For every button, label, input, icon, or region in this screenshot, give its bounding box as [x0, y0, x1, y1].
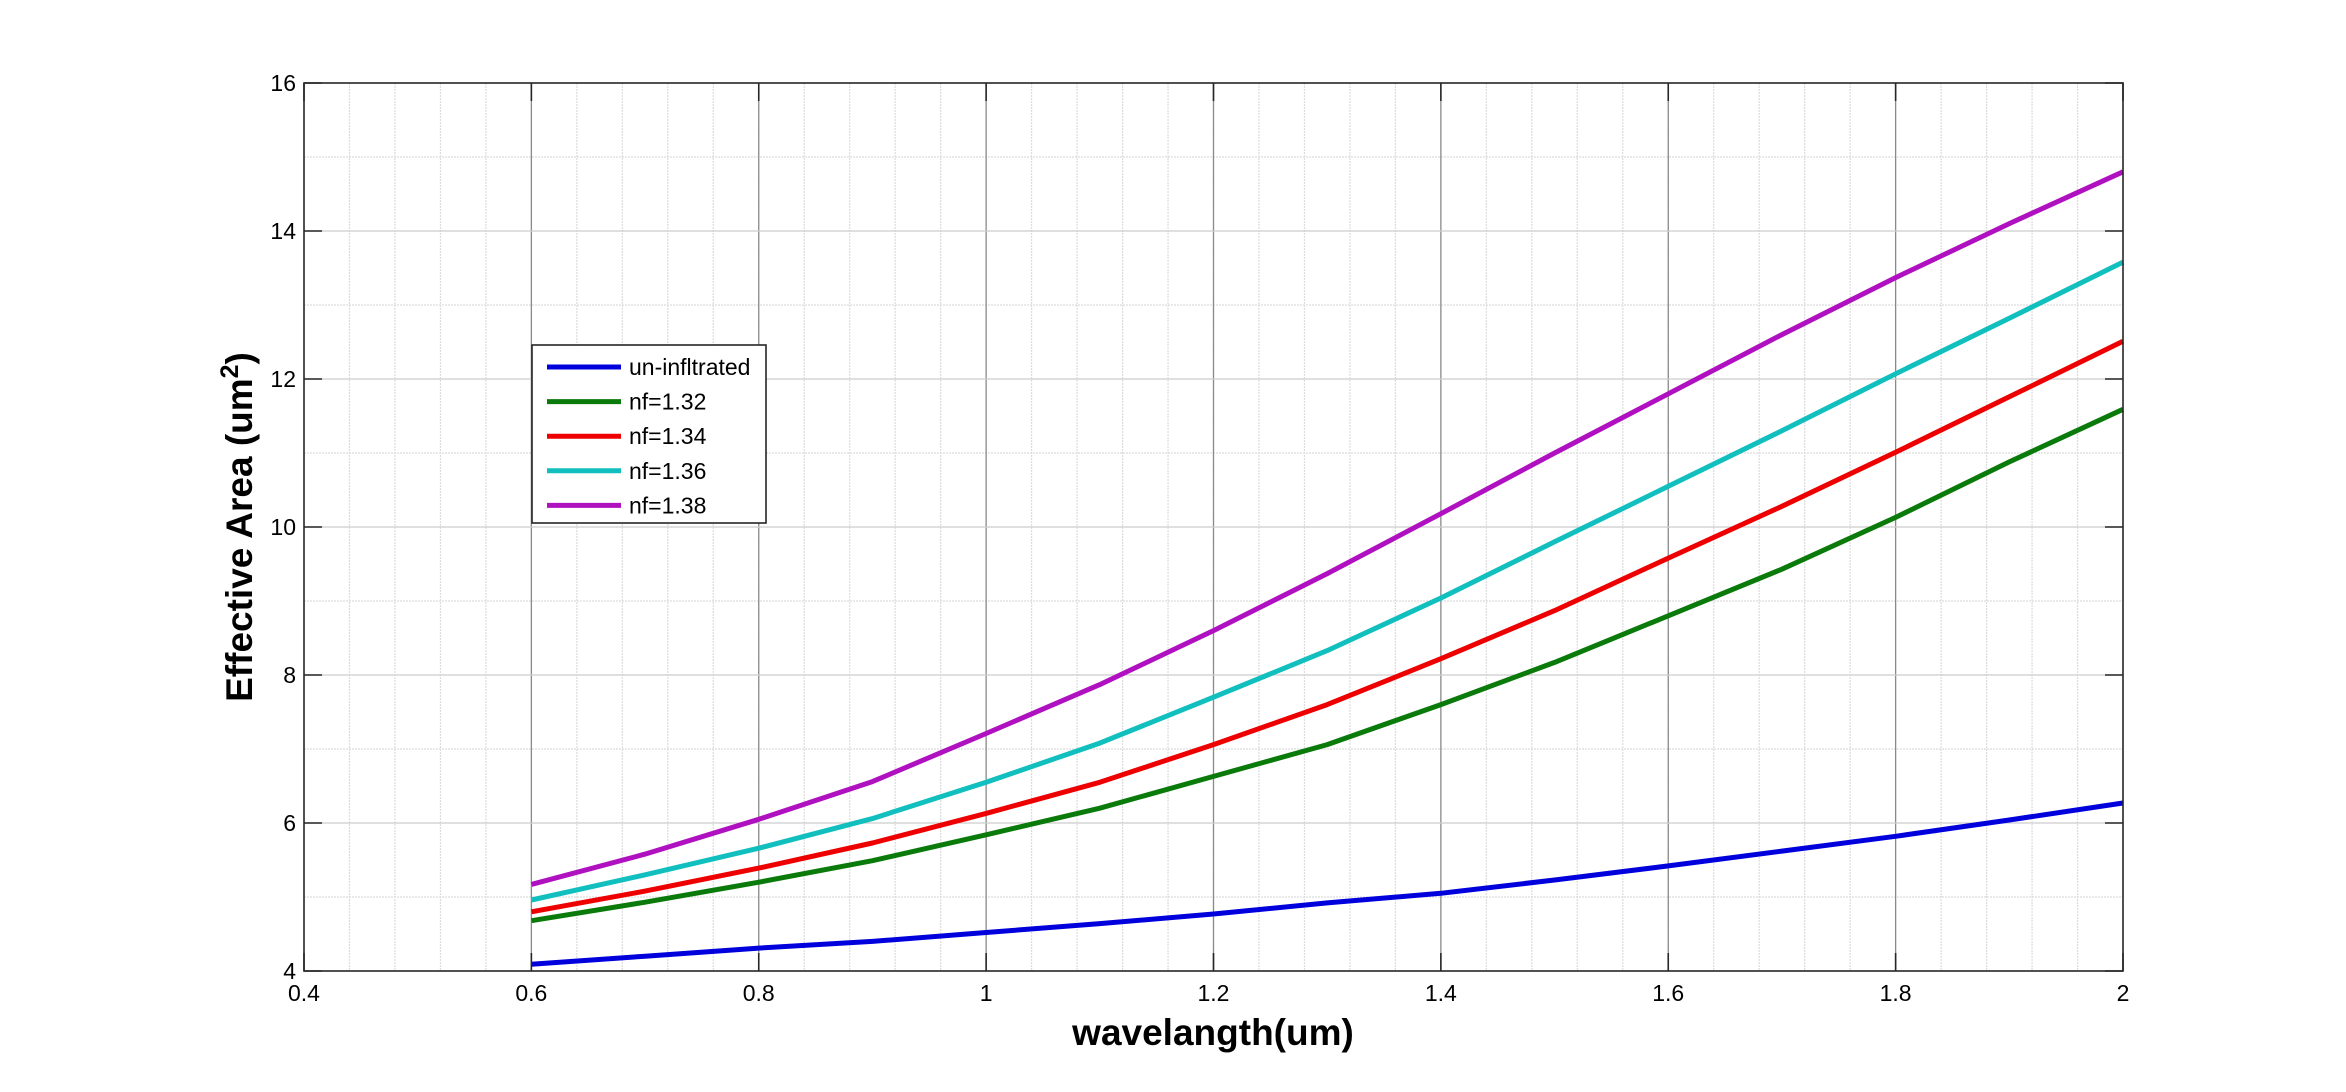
y-axis-title-main: Effective Area (um [219, 378, 260, 702]
data-series [530, 169, 2125, 967]
x-tick-label: 1.4 [1425, 980, 1457, 1006]
legend-item: nf=1.34 [547, 423, 707, 449]
series-line-un-infltrated [531, 800, 2124, 967]
x-tick-label: 1.6 [1652, 980, 1684, 1006]
x-tick-label: 1 [980, 980, 993, 1006]
y-tick-label: 8 [283, 662, 296, 688]
series-line-nf-1-32 [530, 407, 2125, 924]
y-axis-title: Effective Area (um2) [216, 352, 260, 702]
legend-label: nf=1.38 [629, 492, 706, 518]
x-tick-label: 0.4 [288, 980, 320, 1006]
plot-area [303, 82, 2125, 972]
legend-item: un-infltrated [547, 354, 750, 380]
y-tick-label: 14 [270, 218, 296, 244]
x-tick-label: 1.8 [1880, 980, 1912, 1006]
y-axis-title-superscript: 2 [216, 364, 244, 378]
x-tick-label: 2 [2117, 980, 2130, 1006]
x-tick-label: 0.8 [743, 980, 775, 1006]
legend-item: nf=1.38 [547, 492, 706, 518]
y-tick-label: 10 [270, 514, 296, 540]
y-tick-label: 6 [283, 810, 296, 836]
axis-ticks [303, 82, 2124, 972]
legend-item: nf=1.32 [547, 389, 706, 415]
x-tick-label: 1.2 [1198, 980, 1230, 1006]
y-tick-label: 16 [270, 70, 296, 96]
x-tick-label: 0.6 [515, 980, 547, 1006]
y-axis-title-suffix: ) [219, 352, 260, 364]
legend-label: nf=1.34 [629, 423, 707, 449]
y-tick-label: 4 [283, 958, 296, 984]
legend-label: nf=1.32 [629, 389, 706, 415]
y-tick-label: 12 [270, 366, 296, 392]
legend-label: un-infltrated [629, 354, 750, 380]
legend-item: nf=1.36 [547, 458, 706, 484]
x-axis-tick-labels: 0.4 0.6 0.8 1 1.2 1.4 1.6 1.8 2 [288, 980, 2129, 1006]
legend-label: nf=1.36 [629, 458, 706, 484]
major-grid [304, 83, 2123, 971]
y-axis-tick-labels: 4 6 8 10 12 14 16 [270, 70, 296, 984]
series-line-nf-1-36 [530, 259, 2125, 903]
series-line-nf-1-34 [530, 339, 2125, 915]
x-axis-title: wavelangth(um) [1071, 1012, 1354, 1053]
legend: un-infltrated nf=1.32 nf=1.34 nf=1.36 nf=1.3… [531, 344, 767, 524]
series-line-nf-1-38 [530, 169, 2125, 887]
